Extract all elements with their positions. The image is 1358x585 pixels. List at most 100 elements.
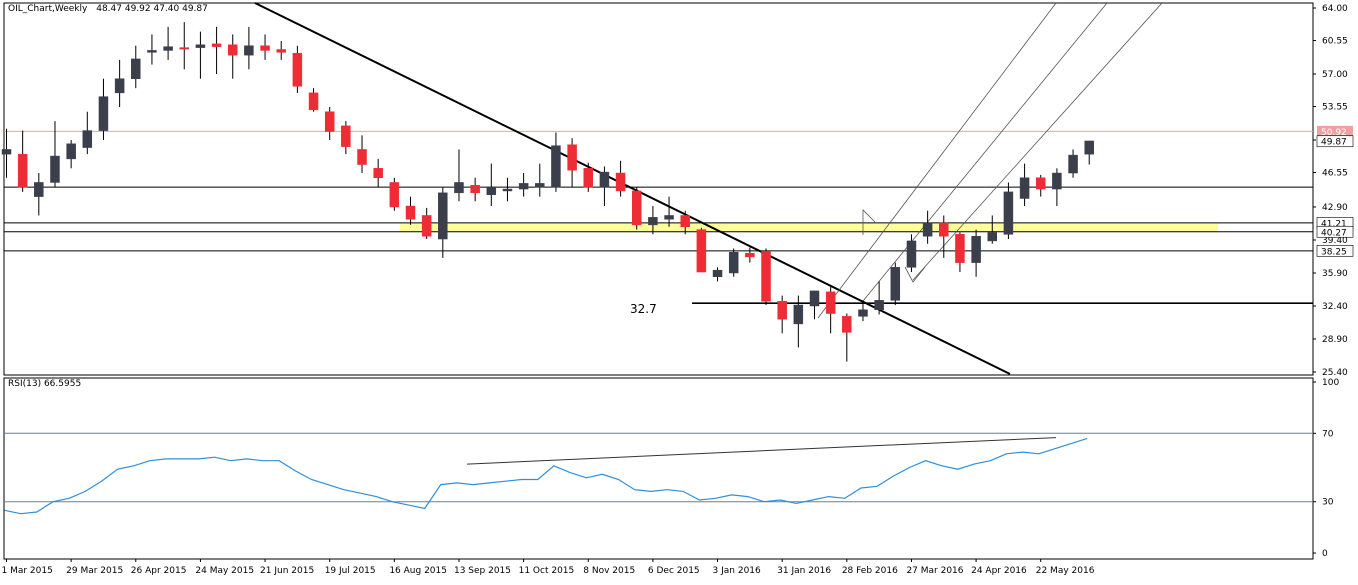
price-tag-box xyxy=(1316,225,1354,238)
y-tick-label: 28.90 xyxy=(1322,335,1348,345)
bullish-candle xyxy=(454,182,464,194)
x-tick-label: 22 May 2016 xyxy=(1036,566,1095,576)
bearish-candle xyxy=(567,144,577,171)
bearish-candle xyxy=(1035,177,1046,190)
resistance-price-tag: 50.92 xyxy=(1321,128,1347,138)
rsi-panel-header: RSI(13) 66.5955 xyxy=(8,379,81,389)
channel-line xyxy=(862,209,876,235)
bullish-candle xyxy=(1052,172,1062,190)
bearish-candle xyxy=(842,316,852,333)
y-tick-label: 53.55 xyxy=(1322,103,1348,113)
x-tick-label: 28 Feb 2016 xyxy=(842,566,898,576)
bullish-candle xyxy=(809,290,820,307)
bullish-candle xyxy=(98,96,109,131)
bearish-candle xyxy=(955,234,965,263)
bullish-candle xyxy=(486,186,497,195)
bearish-candle xyxy=(631,190,642,226)
bullish-candle xyxy=(34,182,44,197)
bearish-candle xyxy=(405,205,416,220)
bearish-candle xyxy=(324,111,335,132)
x-tick-label: 6 Dec 2015 xyxy=(648,566,700,576)
channel-line xyxy=(904,266,926,283)
last-price-tag: 49.87 xyxy=(1321,138,1347,148)
bearish-candle xyxy=(179,47,190,50)
x-tick-label: 27 Mar 2016 xyxy=(906,566,963,576)
bullish-candle xyxy=(971,235,981,263)
x-tick-label: 8 Nov 2015 xyxy=(583,566,635,576)
x-tick-label: 31 Jan 2016 xyxy=(777,566,831,576)
bearish-candle xyxy=(680,215,690,228)
bearish-candle xyxy=(341,125,351,147)
x-tick-label: 3 Jan 2016 xyxy=(713,566,761,576)
bullish-candle xyxy=(922,222,933,237)
bullish-candle xyxy=(906,240,917,268)
bullish-candle xyxy=(147,50,157,53)
bullish-candle xyxy=(890,267,901,301)
y-tick-label: 64.00 xyxy=(1322,4,1348,14)
last-price-tag-box xyxy=(1316,135,1354,148)
bullish-candle xyxy=(1019,177,1030,199)
y-tick-label: 60.55 xyxy=(1322,37,1348,47)
bullish-candle xyxy=(728,251,739,274)
bullish-candle xyxy=(1068,154,1078,174)
bullish-candle xyxy=(66,143,76,160)
bullish-candle xyxy=(438,192,448,240)
price-tag: 38.25 xyxy=(1321,247,1347,257)
bullish-candle xyxy=(163,46,173,51)
bullish-candle xyxy=(551,145,561,188)
bullish-candle xyxy=(82,130,93,148)
bullish-candle xyxy=(535,183,545,188)
bearish-candle xyxy=(389,182,400,208)
bullish-candle xyxy=(1003,191,1014,235)
x-tick-label: 1 Mar 2015 xyxy=(2,566,53,576)
x-tick-label: 26 Apr 2015 xyxy=(131,566,187,576)
bearish-candle xyxy=(292,53,303,87)
bullish-candle xyxy=(1084,140,1094,155)
bearish-candle xyxy=(825,291,836,314)
bearish-candle xyxy=(761,251,771,302)
y-tick-label: 39.40 xyxy=(1322,236,1348,246)
x-tick-label: 19 Jul 2015 xyxy=(325,566,376,576)
bullish-candle xyxy=(599,171,610,188)
rsi-panel-frame xyxy=(3,377,1314,560)
rsi-y-tick-label: 100 xyxy=(1322,378,1339,388)
y-tick-label: 32.40 xyxy=(1322,302,1348,312)
x-tick-label: 29 Mar 2015 xyxy=(66,566,123,576)
channel-line xyxy=(912,2,1163,281)
symbol-label: OIL_Chart,Weekly xyxy=(8,4,88,14)
rsi-y-tick-label: 0 xyxy=(1322,549,1328,559)
bullish-candle xyxy=(502,188,513,192)
x-tick-label: 11 Oct 2015 xyxy=(519,566,575,576)
bullish-candle xyxy=(874,300,884,311)
bearish-candle xyxy=(696,229,707,273)
x-tick-label: 24 Apr 2016 xyxy=(971,566,1027,576)
bearish-candle xyxy=(17,153,28,188)
bearish-candle xyxy=(276,49,286,53)
ohlc-readout: 48.47 49.92 47.40 49.87 xyxy=(96,4,208,14)
resistance-price-tag-box xyxy=(1317,125,1353,137)
bearish-candle xyxy=(470,185,480,194)
bullish-candle xyxy=(131,58,141,79)
price-tag-box xyxy=(1316,245,1354,257)
channel-line xyxy=(817,2,1057,319)
bullish-candle xyxy=(1,149,12,155)
bullish-candle xyxy=(244,45,254,56)
y-tick-label: 57.00 xyxy=(1322,70,1348,80)
downtrend-line xyxy=(254,2,1011,375)
bullish-candle xyxy=(50,155,60,183)
rsi-label: RSI(13) 66.5955 xyxy=(8,379,82,389)
y-tick-label: 25.40 xyxy=(1322,368,1348,378)
rsi-line xyxy=(4,437,1088,515)
rsi-y-tick-label: 70 xyxy=(1322,429,1334,439)
support-zone xyxy=(400,222,1218,232)
x-tick-label: 24 May 2015 xyxy=(195,566,254,576)
bearish-candle xyxy=(421,215,432,237)
x-tick-label: 13 Sep 2015 xyxy=(454,566,511,576)
bullish-candle xyxy=(114,78,125,94)
bearish-candle xyxy=(357,149,367,165)
bearish-candle xyxy=(939,222,949,237)
bearish-candle xyxy=(211,43,222,47)
rsi-y-tick-label: 30 xyxy=(1322,498,1334,508)
